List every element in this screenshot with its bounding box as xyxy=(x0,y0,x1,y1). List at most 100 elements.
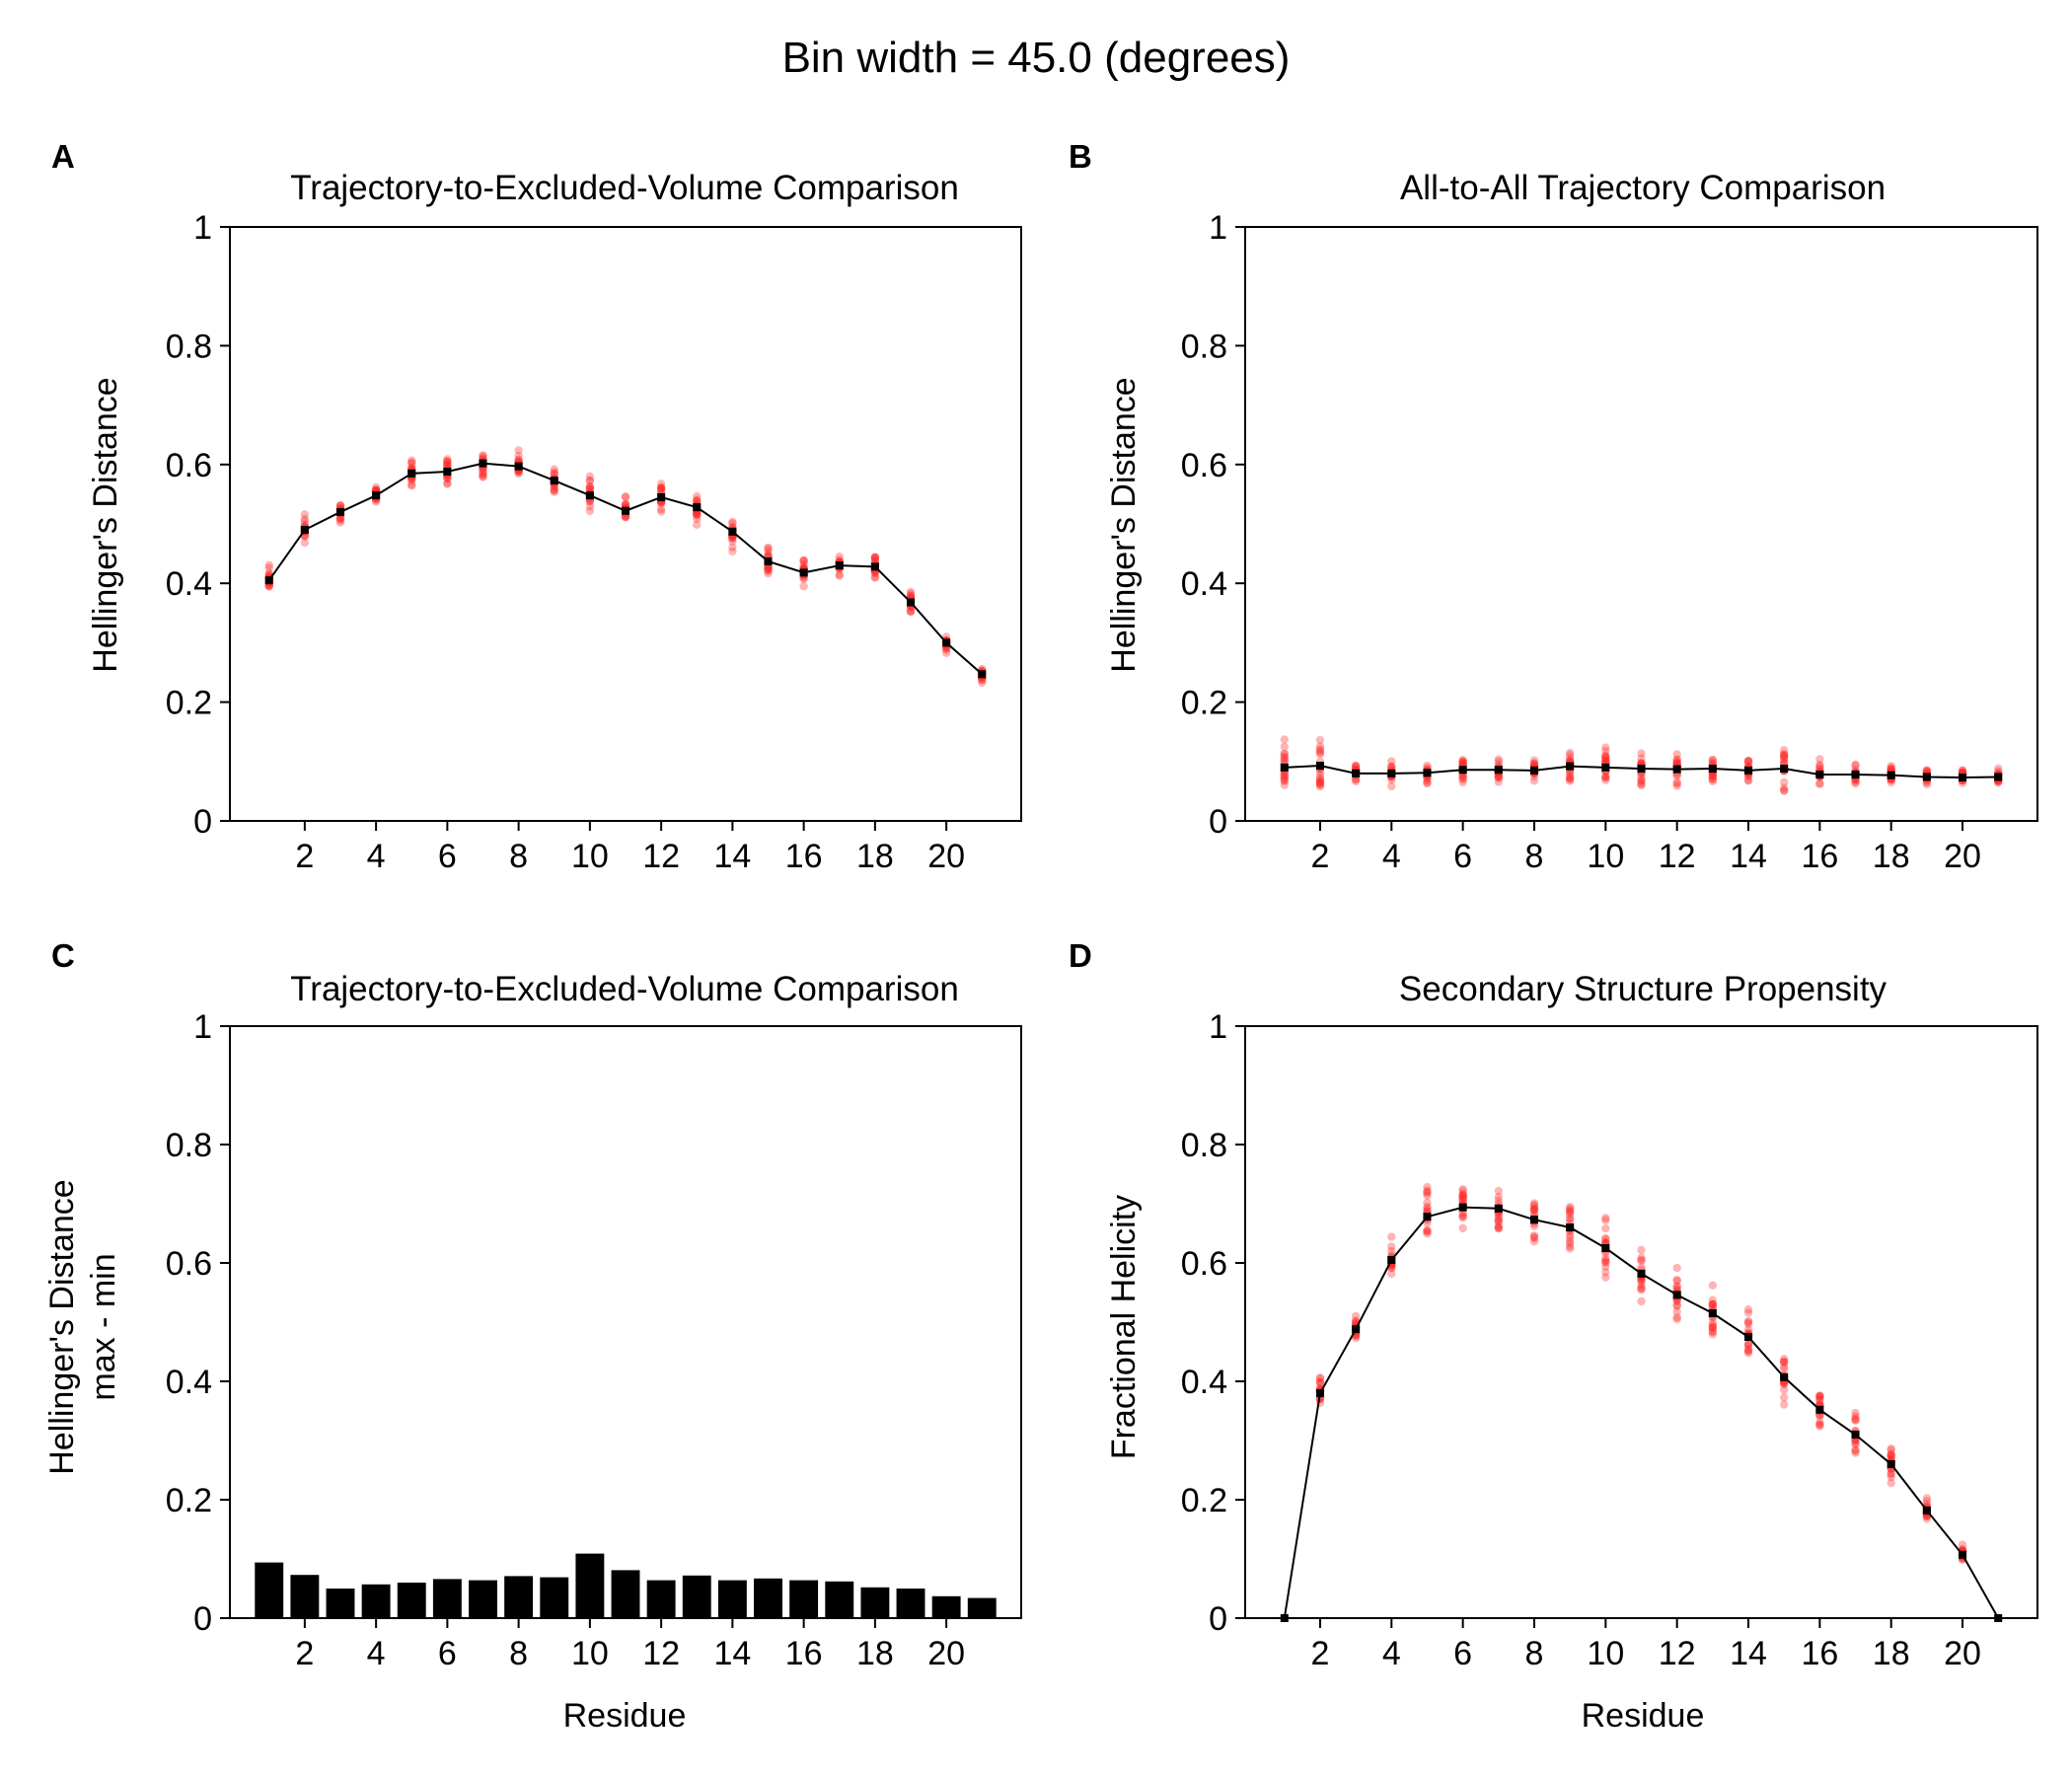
panel-b-replicate-point xyxy=(1637,775,1646,784)
panel-a-replicate-point xyxy=(550,468,558,477)
figure-title: Bin width = 45.0 (degrees) xyxy=(782,34,1291,82)
panel-d-replicate-point xyxy=(1458,1211,1467,1220)
panel-d-replicate-point xyxy=(1529,1202,1539,1212)
panel-d-replicate-point xyxy=(1423,1226,1432,1235)
panel-d-replicate-point xyxy=(1494,1217,1504,1225)
panel-a-replicate-point xyxy=(764,564,773,573)
panel-b-xtick-label: 18 xyxy=(1873,838,1910,875)
panel-a-replicate-point xyxy=(693,509,702,518)
panel-d-replicate-point xyxy=(1815,1395,1824,1405)
panel-b-replicate-point xyxy=(1280,749,1289,759)
panel-a-plot: 00.20.40.60.812 4 6 8 10 12 14 16 18 20 xyxy=(166,209,1022,875)
panel-d-replicate-point xyxy=(1529,1205,1539,1214)
panel-b-xtick-label: 20 xyxy=(1944,838,1981,875)
panel-b-replicate-point xyxy=(1280,777,1289,785)
panel-d-mean-marker xyxy=(1815,1405,1824,1414)
panel-d-replicate-point xyxy=(1887,1469,1895,1478)
panel-a-replicate-point xyxy=(443,479,452,488)
panel-d-ylabel: Fractional Helicity xyxy=(1105,1195,1143,1459)
panel-a-replicate-point xyxy=(870,568,880,578)
panel-d-replicate-point xyxy=(1887,1453,1895,1462)
panel-b-ytick-label: 0.8 xyxy=(1181,328,1227,365)
panel-d-replicate-point xyxy=(1851,1408,1860,1418)
panel-b-replicate-point xyxy=(1779,755,1789,764)
panel-b-mean-marker xyxy=(1672,765,1681,774)
panel-a-mean-marker xyxy=(978,670,987,679)
panel-b-xtick-label: 6 xyxy=(1453,838,1472,875)
panel-d-mean-marker xyxy=(1352,1325,1361,1334)
panel-a-replicate-point xyxy=(941,648,951,657)
panel-a-replicate-point xyxy=(870,553,880,562)
panel-b-xtick-label: 2 xyxy=(1310,838,1329,875)
panel-a-replicate-point xyxy=(621,499,630,508)
panel-b-replicate-point xyxy=(1637,754,1646,763)
panel-d-replicate-point xyxy=(1815,1395,1824,1404)
panel-b-plot: 00.20.40.60.812 4 6 8 10 12 14 16 18 20 xyxy=(1181,209,2038,875)
panel-a-replicate-point xyxy=(443,475,452,483)
panel-d-replicate-point xyxy=(1743,1345,1753,1354)
panel-b-ytick-label: 0.6 xyxy=(1181,447,1227,484)
panel-a-xtick-label: 6 xyxy=(438,838,457,875)
panel-d-replicate-point xyxy=(1708,1320,1718,1330)
panel-d-replicate-point xyxy=(1423,1219,1432,1227)
panel-c-xtick-label: 10 xyxy=(571,1635,609,1672)
panel-a-mean-marker xyxy=(907,598,916,607)
panel-d-replicate-point xyxy=(1708,1318,1718,1328)
panel-a-replicate-point xyxy=(906,606,916,616)
panel-b-replicate-point xyxy=(1315,778,1325,787)
panel-b-mean-marker xyxy=(1708,765,1717,774)
panel-a-replicate-point xyxy=(799,556,808,566)
panel-c-bar xyxy=(682,1575,711,1618)
panel-b-replicate-point xyxy=(1458,773,1467,781)
panel-a-replicate-point xyxy=(550,470,558,480)
panel-b-replicate-point xyxy=(1672,758,1681,768)
panel-b-replicate-point xyxy=(1815,779,1824,788)
panel-b-xtick-label: 4 xyxy=(1382,838,1401,875)
panel-b-replicate-point xyxy=(1280,735,1289,744)
panel-d-replicate-point xyxy=(1637,1256,1646,1266)
panel-b-replicate-point xyxy=(1672,771,1681,780)
panel-a-replicate-point xyxy=(906,587,916,597)
panel-b-replicate-point xyxy=(1565,754,1575,763)
panel-d-replicate-point xyxy=(1565,1208,1575,1218)
panel-d-replicate-point xyxy=(1851,1448,1860,1457)
panel-d-title: Secondary Structure Propensity xyxy=(1399,970,1887,1008)
panel-a-mean-marker xyxy=(264,576,273,585)
panel-b-replicate-point xyxy=(1708,775,1718,783)
panel-d-replicate-point xyxy=(1672,1300,1681,1309)
panel-d-replicate-point xyxy=(1529,1205,1539,1215)
panel-a-replicate-point xyxy=(585,484,595,493)
panel-b-replicate-point xyxy=(1815,755,1824,764)
panel-b-replicate-point xyxy=(1815,760,1824,770)
panel-d-ytick-label: 1 xyxy=(1209,1008,1227,1046)
panel-a-mean-marker xyxy=(799,568,808,577)
panel-a-replicate-point xyxy=(870,573,880,582)
panel-a-replicate-point xyxy=(371,482,381,491)
panel-b-replicate-point xyxy=(1494,757,1504,766)
panel-a-replicate-point xyxy=(728,533,737,543)
panel-b-replicate-point xyxy=(1387,762,1396,772)
panel-d-replicate-point xyxy=(1815,1411,1824,1421)
panel-d-mean-marker xyxy=(1423,1213,1432,1221)
panel-a-mean-marker xyxy=(300,526,309,535)
panel-b-replicate-point xyxy=(1887,764,1895,773)
panel-a-replicate-point xyxy=(335,518,345,527)
panel-a-mean-marker xyxy=(479,459,487,468)
panel-d-replicate-point xyxy=(1601,1254,1610,1263)
panel-a-replicate-point xyxy=(264,582,273,591)
panel-b-replicate-point xyxy=(1458,756,1467,765)
panel-a-replicate-point xyxy=(656,484,666,494)
panel-a-replicate-point xyxy=(514,446,523,455)
panel-a-xtick-label: 16 xyxy=(785,838,823,875)
panel-b-replicate-point xyxy=(1529,777,1539,785)
panel-b-replicate-point xyxy=(1922,766,1932,775)
panel-b-xtick-label: 12 xyxy=(1659,838,1696,875)
panel-d-replicate-point xyxy=(1458,1190,1467,1199)
panel-d-mean-marker xyxy=(1959,1550,1967,1559)
panel-c-xtick-label: 12 xyxy=(642,1635,680,1672)
panel-d-replicate-point xyxy=(1708,1330,1718,1339)
panel-c-bar xyxy=(540,1577,569,1618)
panel-c-ytick-label: 0 xyxy=(193,1600,212,1638)
panel-a-replicate-point xyxy=(514,469,523,479)
panel-b-replicate-point xyxy=(1315,777,1325,786)
